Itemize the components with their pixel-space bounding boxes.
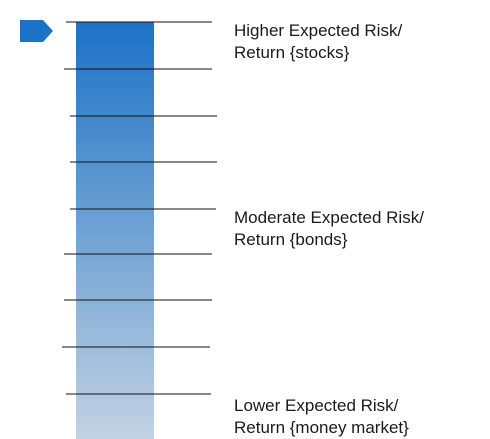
label-higher-risk-line2: Return {stocks} <box>234 43 350 62</box>
label-moderate-risk: Moderate Expected Risk/ Return {bonds} <box>234 207 484 251</box>
label-higher-risk-line1: Higher Expected Risk/ <box>234 21 403 40</box>
scale-tick-lines <box>62 21 217 395</box>
label-lower-risk-line1: Lower Expected Risk/ <box>234 396 399 415</box>
label-lower-risk: Lower Expected Risk/ Return {money marke… <box>234 395 484 439</box>
label-moderate-risk-line2: Return {bonds} <box>234 230 348 249</box>
label-lower-risk-line2: Return {money market} <box>234 418 409 437</box>
label-higher-risk: Higher Expected Risk/ Return {stocks} <box>234 20 484 64</box>
label-moderate-risk-line1: Moderate Expected Risk/ <box>234 208 424 227</box>
risk-gradient-bar <box>76 22 154 439</box>
pentagon-arrow-icon <box>20 20 53 42</box>
